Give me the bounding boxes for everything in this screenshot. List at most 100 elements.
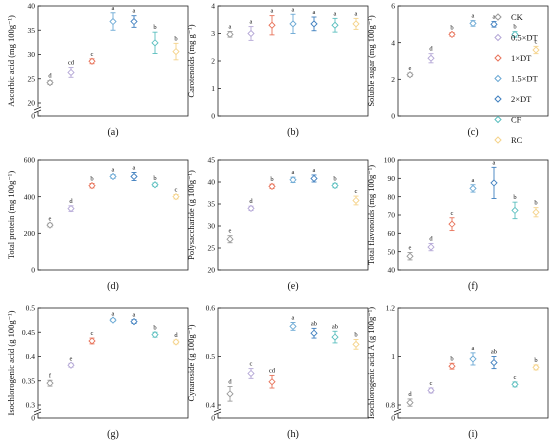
significance-letter: a — [133, 312, 136, 319]
significance-letter: d — [429, 46, 433, 53]
significance-letter: a — [292, 169, 295, 176]
significance-letter: b — [90, 175, 93, 182]
y-tick-label: 0.5 — [206, 352, 216, 361]
data-point — [268, 21, 276, 29]
significance-letter: b — [270, 176, 273, 183]
significance-letter: a — [271, 8, 274, 15]
data-point — [109, 17, 117, 26]
legend-marker — [494, 115, 502, 124]
axis-break-mark — [393, 408, 402, 413]
data-point — [352, 20, 360, 28]
y-tick-label: 0 — [211, 414, 215, 423]
data-point — [151, 331, 159, 339]
data-point — [532, 46, 540, 54]
significance-letter: b — [153, 24, 156, 31]
significance-letter: a — [133, 8, 136, 15]
significance-letter: d — [48, 73, 52, 80]
data-point — [88, 57, 96, 65]
y-tick-label: 50 — [388, 247, 396, 256]
y-tick-label: 0 — [211, 112, 215, 121]
axis-break-mark — [33, 411, 42, 416]
legend-marker — [494, 74, 502, 83]
significance-letter: a — [472, 345, 475, 352]
significance-letter: b — [534, 357, 537, 364]
significance-letter: b — [534, 200, 537, 207]
significance-letter: c — [91, 51, 94, 58]
y-tick-label: 0.45 — [22, 328, 35, 337]
panel-label: (d) — [107, 281, 119, 292]
data-point — [448, 362, 456, 370]
y-tick-label: 25 — [208, 244, 216, 253]
y-tick-label: 600 — [24, 156, 36, 165]
data-point — [67, 68, 75, 77]
panel-label: (h) — [287, 429, 299, 440]
axis-break-mark — [33, 109, 42, 114]
chart-panel-7: 0 0.3 0.35 0.4 0.45 0.5 Isochlorogenic acid (g… — [6, 304, 189, 440]
y-tick-label: 0.35 — [22, 376, 35, 385]
chart-panel-6: 40 50 60 70 80 90 100 Total flavonoids (mg 100g… — [366, 156, 549, 292]
significance-letter: a — [355, 10, 358, 17]
significance-letter: c — [535, 38, 538, 45]
chart-panel-4: 0 200 400 600 Total protein (mg 100g⁻¹) (d) e d… — [6, 156, 189, 292]
legend-label: CK — [511, 12, 524, 22]
y-tick-label: 45 — [208, 156, 216, 165]
axis-break-gap — [395, 409, 401, 414]
y-tick-label: 70 — [388, 211, 396, 220]
significance-letter: a — [493, 14, 496, 21]
y-tick-label: 4 — [211, 2, 215, 11]
significance-letter: c — [91, 330, 94, 337]
axis-break-mark — [213, 408, 222, 413]
data-point — [406, 398, 414, 407]
legend-label: 1×DT — [511, 53, 532, 63]
data-point — [109, 316, 117, 324]
data-point — [151, 181, 159, 189]
data-point — [490, 179, 498, 187]
significance-letter: b — [153, 175, 156, 182]
data-point — [247, 204, 255, 213]
data-point — [511, 206, 519, 215]
y-tick-label: 30 — [208, 222, 216, 231]
y-tick-label: 0 — [391, 414, 395, 423]
y-tick-label: 2 — [391, 75, 395, 84]
data-point — [448, 220, 456, 228]
significance-letter: d — [249, 198, 253, 205]
data-point — [310, 329, 318, 337]
y-axis-label: Ascorbic acid (mg 100g⁻¹) — [6, 15, 16, 107]
axis-break-gap — [35, 409, 41, 414]
y-tick-label: 90 — [388, 174, 396, 183]
significance-letter: e — [229, 228, 232, 235]
data-point — [130, 172, 138, 181]
significance-letter: a — [472, 13, 475, 20]
significance-letter: e — [409, 245, 412, 252]
data-point — [352, 340, 360, 349]
data-point — [406, 252, 414, 260]
y-tick-label: 0.5 — [26, 304, 36, 313]
data-point — [511, 380, 519, 389]
significance-letter: a — [493, 159, 496, 166]
data-point — [247, 369, 255, 378]
data-point — [151, 39, 159, 47]
y-tick-label: 6 — [391, 2, 395, 11]
y-tick-label: 200 — [24, 229, 36, 238]
data-point — [490, 358, 498, 367]
axis-break-gap — [215, 409, 221, 414]
legend-marker — [494, 13, 502, 21]
plot-frame — [397, 5, 549, 117]
data-point — [289, 20, 297, 28]
significance-letter: d — [69, 198, 73, 205]
data-point — [247, 29, 255, 38]
data-point — [331, 181, 339, 190]
y-tick-label: 0 — [31, 112, 35, 121]
panel-label: (i) — [468, 429, 477, 440]
chart-panel-3: 0 2 4 6 Soluble sugar (mg 100g⁻¹) (c) e d b a a b c — [366, 2, 549, 138]
data-point — [67, 361, 75, 369]
legend-marker — [494, 33, 502, 42]
panel-label: (e) — [287, 281, 298, 292]
significance-letter: a — [472, 177, 475, 184]
panel-label: (a) — [107, 127, 118, 138]
y-tick-label: 60 — [388, 229, 396, 238]
data-point — [130, 17, 138, 26]
data-point — [268, 182, 276, 191]
